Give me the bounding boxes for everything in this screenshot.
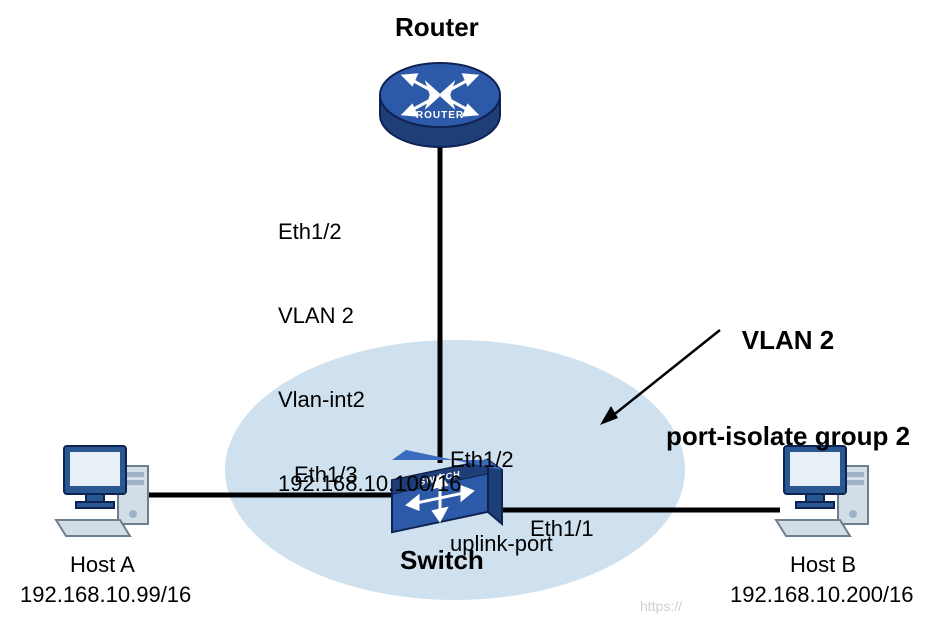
host-a-icon <box>56 446 148 536</box>
router-icon: ROUTER <box>380 63 500 147</box>
watermark-text: https:// <box>640 598 682 614</box>
port-label-eth11: Eth1/1 <box>530 516 594 542</box>
host-b-label: Host B <box>790 552 856 578</box>
host-a-label: Host A <box>70 552 135 578</box>
uplink-line-1: VLAN 2 <box>278 302 462 330</box>
uplink-inside-line-0: Eth1/2 <box>450 446 553 474</box>
host-b-ip: 192.168.10.200/16 <box>730 582 914 608</box>
router-title: Router <box>395 12 479 43</box>
svg-text:ROUTER: ROUTER <box>416 110 464 121</box>
uplink-line-2: Vlan-int2 <box>278 386 462 414</box>
port-label-eth13: Eth1/3 <box>294 462 358 488</box>
annotation-block: VLAN 2 port-isolate group 2 <box>658 260 918 484</box>
uplink-inside-block: Eth1/2 uplink-port <box>450 390 553 586</box>
annotation-line-0: VLAN 2 <box>658 324 918 356</box>
uplink-line-0: Eth1/2 <box>278 218 462 246</box>
annotation-line-1: port-isolate group 2 <box>658 420 918 452</box>
host-a-ip: 192.168.10.99/16 <box>20 582 191 608</box>
